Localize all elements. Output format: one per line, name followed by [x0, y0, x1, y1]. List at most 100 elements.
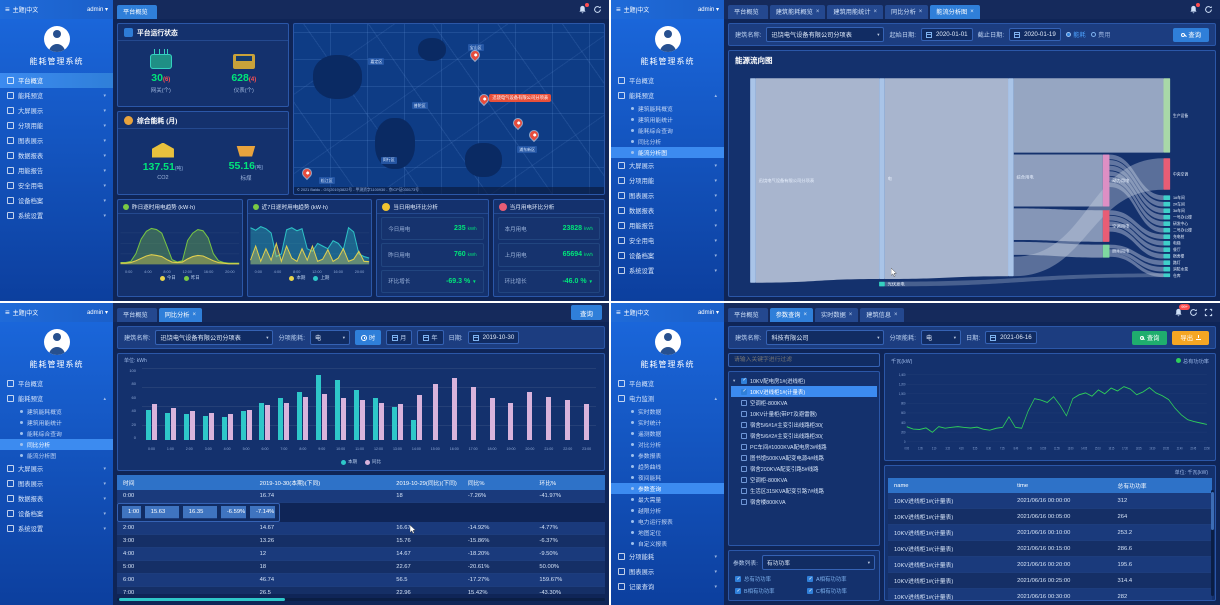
map-pin[interactable] — [478, 93, 490, 106]
theme-language-switch[interactable]: 主题|中文 — [12, 311, 39, 317]
sidebar-item[interactable]: 平台概览 — [611, 376, 724, 391]
theme-language-switch[interactable]: 主题|中文 — [12, 8, 39, 14]
building-select[interactable]: 科技有限公司 ▾ — [766, 330, 885, 345]
tab[interactable]: 平台概览 — [117, 308, 157, 322]
granularity-year-toggle[interactable]: 年 — [417, 330, 444, 345]
tab-close-icon[interactable]: × — [192, 311, 197, 318]
checkbox-icon[interactable] — [741, 498, 747, 505]
sidebar-item[interactable]: 图表展示 ▾ — [611, 564, 724, 579]
query-button[interactable]: 查询 — [571, 305, 602, 320]
tab[interactable]: 平台概览 — [728, 308, 768, 322]
param-checkbox[interactable]: B相有功功率 — [733, 586, 803, 596]
column-header[interactable]: 同比% — [461, 475, 534, 490]
sidebar-item[interactable]: 大屏展示 ▾ — [611, 158, 724, 173]
map-pin[interactable] — [301, 166, 313, 179]
sidebar-item[interactable]: 参数报表 — [611, 450, 724, 461]
tab[interactable]: 建筑能耗概览 × — [769, 5, 826, 19]
sidebar-item[interactable]: 同比分析 — [611, 136, 724, 147]
energy-type-select[interactable]: 电 ▾ — [309, 330, 350, 345]
avatar[interactable] — [654, 329, 681, 355]
sidebar-item[interactable]: 平台概览 — [0, 376, 113, 391]
tab[interactable]: 实时数据 × — [815, 308, 859, 322]
sidebar-item[interactable]: 实时数据 — [611, 406, 724, 417]
sidebar-item[interactable]: 系统设置 ▾ — [0, 521, 113, 536]
table-row[interactable]: 10KV进线柜1#(计量表) 2021/06/16 00:30:00 282 — [888, 588, 1212, 600]
tab-close-icon[interactable]: × — [918, 8, 923, 15]
tab[interactable]: 参数查询 × — [769, 308, 814, 322]
checkbox-icon[interactable] — [741, 388, 747, 395]
search-button[interactable]: 查询 — [1131, 330, 1168, 345]
map-pin[interactable] — [512, 117, 524, 129]
sidebar-item[interactable]: 安全用电 ▾ — [0, 178, 113, 193]
sidebar-item[interactable]: 电力监测 ▴ — [611, 391, 724, 406]
map-pin[interactable] — [527, 129, 540, 141]
tab[interactable]: 平台概览 — [117, 5, 157, 19]
table-row[interactable]: 7:00 26.5 22.96 15.42% -43.30% — [117, 586, 605, 594]
tab-close-icon[interactable]: × — [970, 8, 974, 15]
export-button[interactable]: 导出 — [1172, 330, 1209, 345]
checkbox-icon[interactable] — [741, 454, 747, 461]
map[interactable]: 嘉定区 宝山区 普陀区 闵行区 浦东新区 松江区 迅饶电气设备有限公司分项表 © 2021 … — [293, 23, 605, 195]
menu-icon[interactable]: ≡ — [616, 307, 621, 317]
building-select[interactable]: 迅饶电气设备有限公司分项表 ▾ — [155, 330, 274, 345]
param-checkbox[interactable]: 总有功功率 — [733, 574, 803, 584]
column-header[interactable]: 总有功功率 — [1111, 478, 1212, 493]
granularity-hour-toggle[interactable]: 时 — [354, 330, 382, 345]
tree-item[interactable]: PC车间#1000KVA配电房3#线路 — [731, 441, 877, 452]
tree-item[interactable]: 10KV计量柜(带PT及避雷器) — [731, 408, 877, 419]
sidebar-item[interactable]: 建筑能耗概览 — [611, 103, 724, 114]
sidebar-item[interactable]: 遥测数据 — [611, 428, 724, 439]
sidebar-item[interactable]: 大屏展示 ▾ — [0, 461, 113, 476]
checkbox-icon[interactable] — [741, 443, 747, 450]
sidebar-item[interactable]: 建筑用能统计 — [611, 114, 724, 125]
user-menu[interactable]: admin ▾ — [86, 310, 108, 316]
tree-expand-icon[interactable]: ▾ — [733, 377, 736, 383]
tab-close-icon[interactable]: × — [848, 311, 853, 318]
tab[interactable]: 平台概览 — [728, 5, 768, 19]
param-checkbox[interactable]: C相有功功率 — [805, 586, 875, 596]
tree-item[interactable]: 生活区315KVA配变引路7#线路 — [731, 485, 877, 496]
tab[interactable]: 同比分析 × — [885, 5, 929, 19]
column-header[interactable]: 2019-10-30(本期)(下同) — [253, 475, 391, 490]
date-input[interactable]: 2019-10-30 — [467, 331, 520, 344]
table-row[interactable]: 1:00 15.63 16.35 -6.59% -7.14% — [117, 503, 281, 522]
map-pin[interactable] — [469, 49, 481, 61]
sidebar-item[interactable]: 分项用能 ▾ — [611, 173, 724, 188]
theme-language-switch[interactable]: 主题|中文 — [623, 311, 650, 317]
sidebar-item[interactable]: 能耗预览 ▾ — [0, 88, 113, 103]
checkbox-icon[interactable] — [741, 377, 747, 384]
tree-item[interactable]: 宿舍楼800KVA — [731, 496, 877, 507]
sidebar-item[interactable]: 数据报表 ▾ — [611, 203, 724, 218]
sidebar-item[interactable]: 图表展示 ▾ — [0, 476, 113, 491]
checkbox-icon[interactable] — [741, 410, 747, 417]
sidebar-item[interactable]: 建筑用能统计 — [0, 417, 113, 428]
sidebar-item[interactable]: 数据报表 ▾ — [0, 491, 113, 506]
table-row[interactable]: 2:00 14.67 16.67 -14.92% -4.77% — [117, 522, 605, 535]
date-input[interactable]: 2021-06-16 — [985, 331, 1037, 344]
refresh-icon[interactable] — [1189, 308, 1198, 317]
column-header[interactable]: time — [1011, 478, 1112, 493]
table-row[interactable]: 10KV进线柜1#(计量表) 2021/06/16 00:20:00 195.6 — [888, 556, 1212, 573]
end-date-input[interactable]: 2020-01-19 — [1009, 28, 1061, 41]
avatar[interactable] — [43, 26, 70, 52]
refresh-icon[interactable] — [1204, 5, 1213, 14]
tab[interactable]: 同比分析 × — [158, 308, 203, 322]
checkbox-icon[interactable] — [741, 465, 747, 472]
menu-icon[interactable]: ≡ — [616, 4, 621, 14]
sidebar-item[interactable]: 能耗综合查询 — [611, 125, 724, 136]
tab[interactable]: 建筑用能统计 × — [827, 5, 884, 19]
checkbox-icon[interactable] — [741, 399, 747, 406]
sidebar-item[interactable]: 用能报告 ▾ — [0, 163, 113, 178]
sidebar-item[interactable]: 设备档案 ▾ — [611, 248, 724, 263]
tree-filter-input[interactable] — [728, 353, 880, 367]
tree-item[interactable]: 空调柜-800KVA — [731, 474, 877, 485]
sidebar-item[interactable]: 系统设置 ▾ — [0, 208, 113, 223]
start-date-input[interactable]: 2020-01-01 — [920, 28, 973, 41]
sidebar-item[interactable]: 越限分析 — [611, 505, 724, 516]
tree-item[interactable]: 图书馆500KVA配变电源4#线路 — [731, 452, 877, 463]
sidebar-item[interactable]: 平台概览 — [611, 73, 724, 88]
sidebar-item[interactable]: 数据报表 ▾ — [0, 148, 113, 163]
sidebar-item[interactable]: 能耗预览 ▴ — [611, 88, 724, 103]
refresh-icon[interactable] — [593, 5, 602, 14]
menu-icon[interactable]: ≡ — [5, 4, 10, 14]
